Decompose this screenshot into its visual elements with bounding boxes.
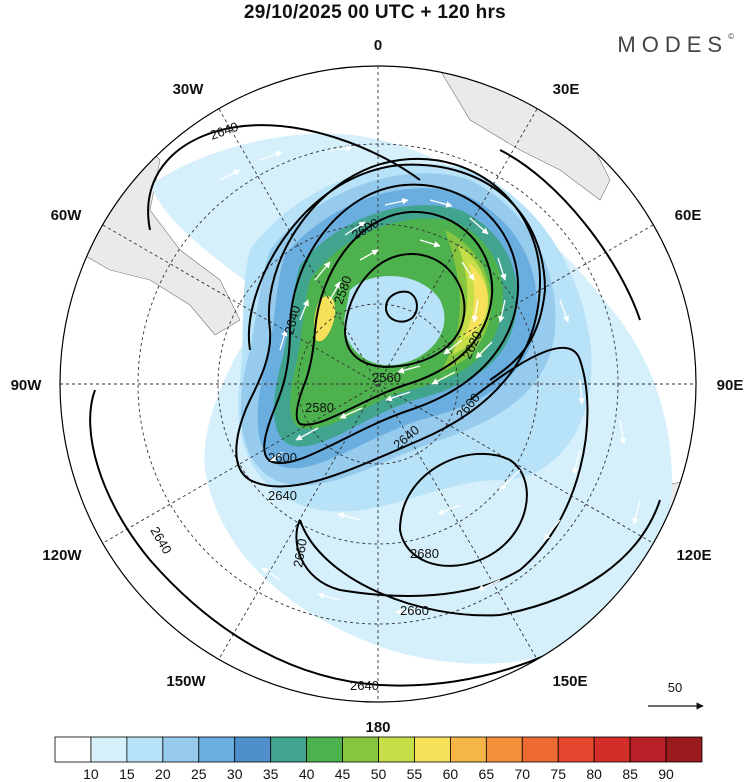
colorbar: 10 15 20 25 30 35 40 45 50 55 60 65 70 75 80 85 90 xyxy=(54,736,703,782)
contour-label: 2640 xyxy=(350,678,379,693)
wind-vectors xyxy=(219,145,641,615)
colorbar-swatch xyxy=(234,736,272,763)
colorbar-tick-label: 75 xyxy=(550,766,566,782)
colorbar-swatch xyxy=(665,736,703,763)
contour-label: 2600 xyxy=(268,450,297,465)
colorbar-swatch xyxy=(378,736,415,763)
contour-label: 2580 xyxy=(305,400,334,415)
colorbar-swatch xyxy=(306,736,343,763)
contour-label: 2640 xyxy=(208,119,240,143)
colorbar-swatch xyxy=(54,736,92,763)
lon-label-150w: 150W xyxy=(166,673,206,690)
height-contours xyxy=(89,66,661,687)
colorbar-swatch xyxy=(126,736,164,763)
contour-2620 xyxy=(247,163,547,381)
colorbar-swatch xyxy=(198,736,236,763)
colorbar-tick-label: 70 xyxy=(514,766,530,782)
contour-2660 xyxy=(295,346,589,597)
copyright-mark: © xyxy=(728,32,734,41)
colorbar-tick-label: 65 xyxy=(479,766,495,782)
lon-label-150e: 150E xyxy=(552,673,587,690)
lon-label-90e: 90E xyxy=(717,377,744,394)
colorbar-tick-label: 35 xyxy=(263,766,279,782)
lon-label-120w: 120W xyxy=(42,547,82,564)
map-title: 29/10/2025 00 UTC + 120 hrs xyxy=(243,2,507,23)
wind-speed-shading xyxy=(150,133,673,664)
colorbar-tick-label: 90 xyxy=(658,766,674,782)
lon-label-30w: 30W xyxy=(173,81,205,98)
colorbar-tick-label: 40 xyxy=(299,766,315,782)
colorbar-swatch xyxy=(449,736,487,763)
contour-2640-southwest xyxy=(89,389,621,687)
colorbar-swatch xyxy=(414,736,451,763)
contour-label: 2680 xyxy=(410,546,439,561)
lon-label-60e: 60E xyxy=(675,207,702,224)
contour-2560 xyxy=(343,252,466,368)
colorbar-swatch xyxy=(557,736,595,763)
contour-label: 2640 xyxy=(147,524,174,557)
contour-label: 2660 xyxy=(400,603,429,618)
colorbar-swatch xyxy=(342,736,379,763)
colorbar-tick-label: 20 xyxy=(155,766,171,782)
contour-2540 xyxy=(384,290,418,323)
colorbar-tick-label: 15 xyxy=(119,766,135,782)
contour-2640-outer-west xyxy=(147,124,421,231)
shade-60 xyxy=(464,262,488,338)
lon-label-0: 0 xyxy=(374,37,382,54)
colorbar-swatch xyxy=(162,736,200,763)
map-boundary xyxy=(59,65,697,703)
colorbar-swatch xyxy=(593,736,631,763)
brand-logo: MODES© xyxy=(617,32,734,58)
lon-label-60w: 60W xyxy=(51,207,83,224)
map-field xyxy=(60,66,696,702)
contour-2680 xyxy=(398,452,528,567)
graticule xyxy=(60,66,696,702)
colorbar-tick-label: 80 xyxy=(586,766,602,782)
lon-label-180: 180 xyxy=(365,719,390,736)
colorbar-swatch xyxy=(521,736,559,763)
colorbar-swatch xyxy=(270,736,308,763)
colorbar-tick-label: 25 xyxy=(191,766,207,782)
contour-label: 2660 xyxy=(290,537,310,568)
colorbar-tick-label: 55 xyxy=(407,766,423,782)
contour-label: 2640 xyxy=(268,488,297,503)
colorbar-tick-label: 85 xyxy=(622,766,638,782)
colorbar-swatch xyxy=(485,736,523,763)
colorbar-tick-label: 30 xyxy=(227,766,243,782)
lon-label-90w: 90W xyxy=(11,377,43,394)
colorbar-swatch xyxy=(90,736,128,763)
contour-2600 xyxy=(263,183,520,465)
longitude-labels: 0 30E 60E 90E 120E 150E 180 150W 120W 90… xyxy=(11,37,744,736)
contour-2660-south xyxy=(299,499,661,617)
contour-label: 2560 xyxy=(372,370,401,385)
colorbar-tick-label: 50 xyxy=(371,766,387,782)
contour-label: 2640 xyxy=(281,304,303,336)
lon-label-30e: 30E xyxy=(553,81,580,98)
colorbar-tick-label: 10 xyxy=(83,766,99,782)
contour-2580 xyxy=(295,210,494,426)
contour-2640-polar xyxy=(235,157,542,488)
colorbar-tick-label: 60 xyxy=(443,766,459,782)
shade-55 xyxy=(452,245,489,355)
contour-2640-east xyxy=(499,149,641,321)
lon-label-120e: 120E xyxy=(676,547,711,564)
colorbar-tick-label: 45 xyxy=(335,766,351,782)
brand-name: MODES xyxy=(617,32,729,57)
reference-vector: 50 xyxy=(648,680,704,710)
reference-vector-label: 50 xyxy=(668,680,682,695)
colorbar-swatch xyxy=(629,736,667,763)
